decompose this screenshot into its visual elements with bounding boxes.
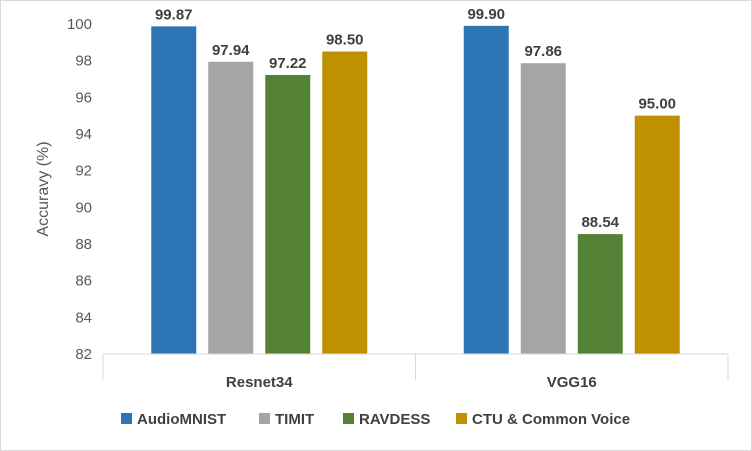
y-tick-label: 94 [75, 126, 92, 143]
legend-swatch [343, 413, 354, 424]
data-label: 99.87 [155, 6, 193, 23]
legend-swatch [121, 413, 132, 424]
x-axis: Resnet34 VGG16 [102, 353, 729, 391]
legend-label: CTU & Common Voice [472, 411, 630, 428]
bar [520, 63, 566, 354]
bar [322, 51, 368, 354]
legend: AudioMNIST TIMIT RAVDESS CTU & Common Voice [121, 411, 630, 428]
legend-label: RAVDESS [359, 411, 430, 428]
y-tick-label: 86 [75, 273, 92, 290]
bar [151, 26, 197, 355]
data-label: 95.00 [638, 96, 676, 113]
y-axis-label: Accuravy (%) [35, 141, 52, 236]
legend-label: AudioMNIST [137, 411, 226, 428]
y-tick-label: 90 [75, 199, 92, 216]
y-tick-label: 84 [75, 309, 92, 326]
bar [634, 115, 680, 355]
bar [463, 25, 509, 354]
legend-swatch [259, 413, 270, 424]
y-tick-label: 100 [67, 16, 92, 33]
bar [265, 74, 311, 354]
legend-swatch [456, 413, 467, 424]
bars: 99.87 97.94 97.22 98.50 99.90 97.86 88.54 95.00 [151, 6, 680, 355]
legend-label: TIMIT [275, 411, 314, 428]
y-tick-label: 96 [75, 89, 92, 106]
y-tick-label: 92 [75, 163, 92, 180]
data-label: 99.90 [467, 6, 505, 23]
bar [208, 61, 254, 355]
x-category-label: Resnet34 [226, 374, 293, 391]
y-tick-label: 98 [75, 53, 92, 70]
x-category-label: VGG16 [547, 374, 597, 391]
data-label: 88.54 [581, 214, 619, 231]
y-tick-label: 88 [75, 236, 92, 253]
data-label: 98.50 [326, 32, 364, 49]
bar [577, 234, 623, 354]
y-axis: 82 84 86 88 90 92 94 96 98 100 [67, 16, 92, 363]
data-label: 97.86 [524, 43, 562, 60]
y-tick-label: 82 [75, 346, 92, 363]
data-label: 97.22 [269, 55, 307, 72]
data-label: 97.94 [212, 42, 250, 59]
